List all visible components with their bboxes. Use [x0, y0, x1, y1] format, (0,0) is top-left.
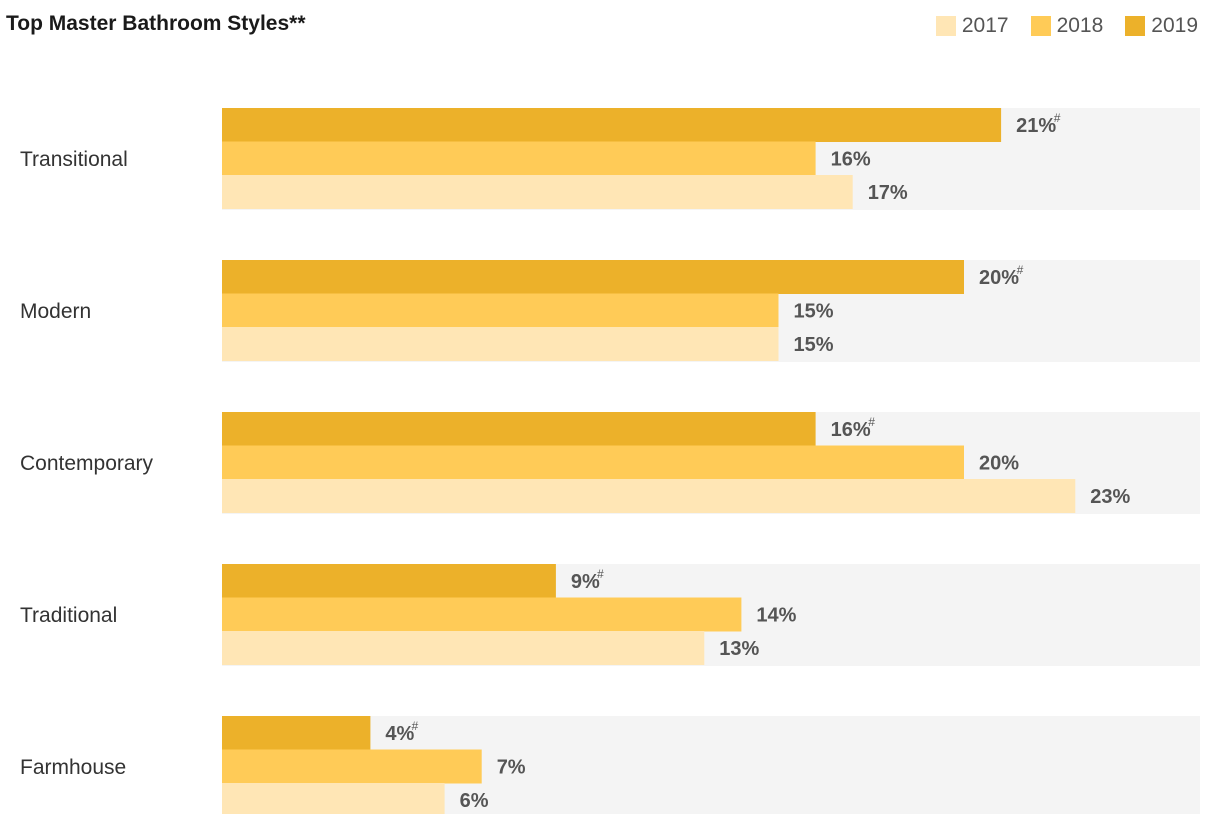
marker-contemporary-2019: # — [868, 415, 875, 429]
value-label-traditional-2017: 13% — [719, 638, 759, 660]
value-label-farmhouse-2019: 4% — [385, 723, 414, 745]
bar-traditional-2019 — [222, 564, 556, 598]
bar-modern-2018 — [222, 293, 779, 328]
bar-contemporary-2019 — [222, 412, 816, 446]
bar-modern-2017 — [222, 327, 779, 361]
bar-traditional-2018 — [222, 597, 742, 632]
legend-item-2019: 2019 — [1125, 14, 1198, 38]
bar-farmhouse-2017 — [222, 783, 445, 814]
bar-transitional-2018 — [222, 141, 816, 176]
bar-traditional-2017 — [222, 631, 705, 665]
value-label-farmhouse-2018: 7% — [497, 756, 526, 778]
marker-transitional-2019: # — [1054, 111, 1061, 125]
bar-transitional-2017 — [222, 175, 853, 209]
legend-item-2017: 2017 — [935, 14, 1009, 38]
bar-farmhouse-2019 — [222, 716, 371, 750]
marker-traditional-2019: # — [597, 567, 604, 581]
value-label-contemporary-2017: 23% — [1090, 486, 1130, 508]
bar-contemporary-2017 — [222, 479, 1076, 513]
legend-swatch-2017 — [935, 16, 956, 36]
legend-swatch-2019 — [1125, 16, 1146, 36]
bar-modern-2019 — [222, 260, 964, 294]
value-label-transitional-2017: 17% — [868, 182, 908, 204]
legend: 2017 2018 2019 — [935, 14, 1198, 38]
legend-label-2019: 2019 — [1151, 14, 1198, 37]
legend-label-2018: 2018 — [1056, 14, 1104, 37]
legend-label-2017: 2017 — [961, 14, 1009, 37]
category-label-modern: Modern — [20, 300, 91, 323]
value-label-traditional-2019: 9% — [571, 571, 600, 593]
bar-transitional-2019 — [222, 108, 1002, 142]
category-label-transitional: Transitional — [20, 148, 128, 171]
value-label-contemporary-2019: 16% — [831, 419, 871, 441]
chart-title: Top Master Bathroom Styles** — [6, 12, 306, 35]
legend-item-2018: 2018 — [1030, 14, 1104, 38]
value-label-modern-2017: 15% — [794, 334, 834, 356]
value-label-modern-2018: 15% — [794, 300, 834, 322]
marker-modern-2019: # — [1017, 263, 1024, 277]
category-label-traditional: Traditional — [20, 604, 117, 627]
value-label-contemporary-2018: 20% — [979, 452, 1019, 474]
value-label-transitional-2019: 21% — [1016, 115, 1056, 137]
marker-farmhouse-2019: # — [411, 719, 418, 733]
value-label-traditional-2018: 14% — [756, 604, 796, 626]
category-label-contemporary: Contemporary — [20, 452, 154, 475]
value-label-modern-2019: 20% — [979, 267, 1019, 289]
category-label-farmhouse: Farmhouse — [20, 756, 126, 779]
value-label-farmhouse-2017: 6% — [460, 790, 489, 812]
legend-swatch-2018 — [1030, 16, 1051, 36]
value-label-transitional-2018: 16% — [831, 148, 871, 170]
bar-contemporary-2018 — [222, 445, 964, 480]
bar-farmhouse-2018 — [222, 749, 482, 784]
